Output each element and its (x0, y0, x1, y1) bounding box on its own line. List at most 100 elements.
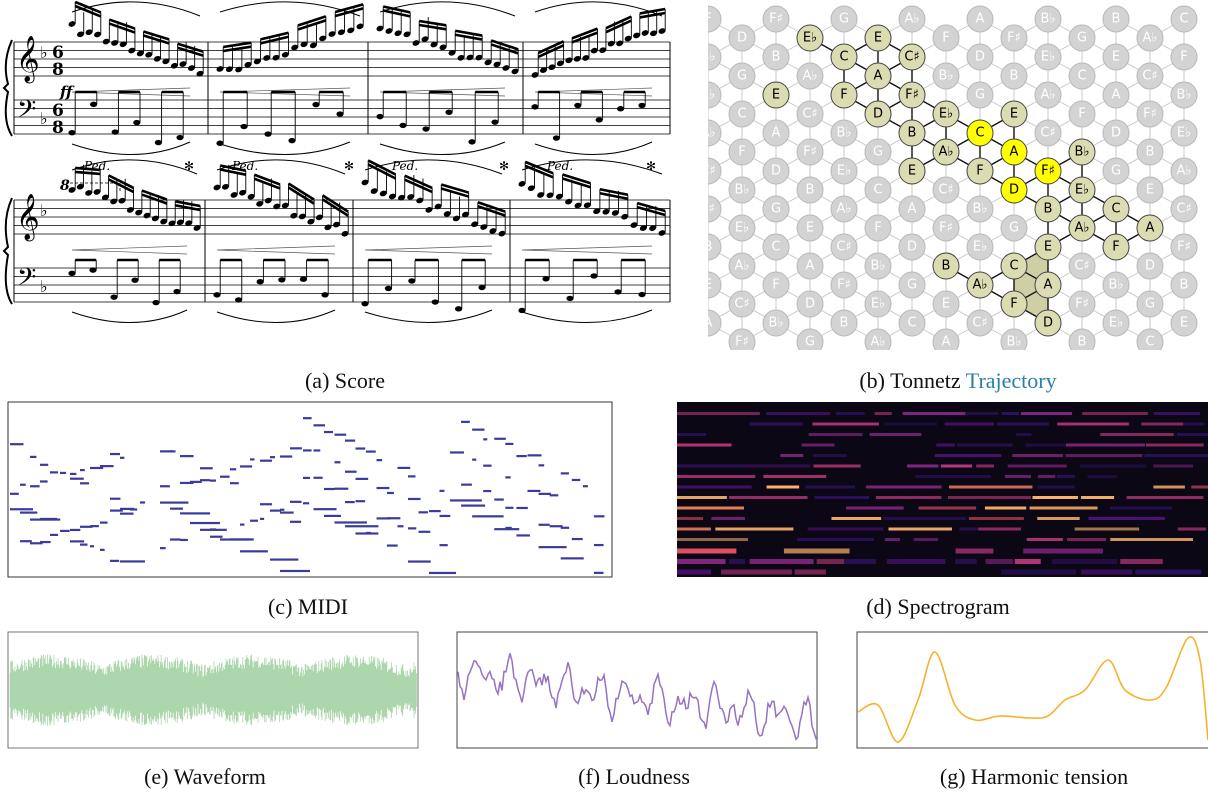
node-label: B (772, 50, 781, 65)
node-label: C (975, 126, 984, 141)
node-label: F (738, 145, 745, 160)
note-head (511, 68, 519, 75)
beam (537, 40, 565, 55)
spectrogram-band (874, 412, 892, 415)
note-head (126, 207, 134, 213)
tonnetz-node (728, 176, 756, 204)
spectrogram-band (749, 422, 803, 426)
beam (321, 198, 349, 217)
note-head (574, 102, 582, 109)
node-label: C♯ (1142, 69, 1157, 84)
note-head (235, 297, 243, 303)
slur (216, 159, 346, 175)
tonnetz-node (1136, 290, 1164, 318)
beam (334, 3, 364, 14)
hairpin (364, 245, 493, 255)
beam (287, 186, 315, 205)
tonnetz-node (966, 5, 994, 33)
note-head (478, 284, 486, 291)
midi-note (429, 510, 441, 513)
tonnetz-node (796, 214, 824, 242)
key-signature: ♭ (40, 43, 48, 62)
beam (524, 160, 554, 175)
midi-note (560, 526, 570, 529)
midi-note (280, 508, 285, 511)
tonnetz-node (1170, 233, 1198, 261)
midi-note (100, 548, 105, 551)
note-head (272, 54, 280, 61)
midi-note (230, 482, 239, 485)
node-label: C (1009, 259, 1018, 274)
spectrogram-band (976, 464, 995, 468)
node-label: B (908, 126, 917, 141)
spectrogram-band (955, 548, 994, 554)
node-label: F (1078, 107, 1085, 122)
spectrogram-band (846, 506, 904, 510)
node-label: E♭ (1109, 316, 1123, 331)
note-head (176, 219, 184, 226)
beam (75, 166, 101, 172)
node-label: A (874, 69, 883, 84)
note-head (430, 41, 438, 48)
beam (639, 11, 666, 19)
midi-note (593, 571, 604, 574)
note-head (443, 211, 451, 217)
midi-note (439, 514, 451, 518)
tonnetz-node (1102, 119, 1130, 147)
note-head (574, 202, 582, 209)
node-label: C♯ (700, 164, 715, 179)
node-label: E♭ (973, 240, 987, 255)
note-head (153, 55, 161, 62)
note-head (89, 267, 97, 273)
tonnetz-node (708, 195, 722, 223)
midi-note (472, 428, 485, 431)
node-label: C♯ (904, 50, 919, 65)
spectrogram-band (813, 464, 861, 468)
note-head (256, 279, 264, 285)
midi-note (60, 471, 67, 475)
tonnetz-node (932, 214, 960, 242)
note-head (565, 57, 573, 64)
spectrogram-band (1026, 538, 1063, 541)
note-head (466, 54, 474, 61)
midi-note (180, 481, 194, 485)
note-head (145, 51, 153, 58)
midi-note (40, 540, 51, 544)
midi-note (110, 509, 123, 512)
spectrogram-band (1032, 496, 1078, 499)
midi-note (483, 464, 492, 467)
tonnetz-node (1034, 233, 1062, 261)
time-signature: 8 (52, 60, 64, 80)
midi-note (355, 447, 366, 450)
note-head (658, 28, 666, 34)
tonnetz-node (1136, 100, 1164, 128)
caption-link[interactable]: Trajectory (966, 368, 1057, 393)
node-label: C (1111, 202, 1120, 217)
note-head (457, 54, 465, 61)
spectrogram-band (1126, 496, 1204, 499)
midi-note (200, 467, 213, 470)
midi-note (270, 509, 282, 512)
spectrogram-band (1100, 433, 1174, 436)
note-head (119, 41, 127, 48)
node-label: B (1146, 145, 1155, 160)
note-head (263, 55, 271, 61)
node-label: A♭ (904, 12, 919, 27)
node-label: A (976, 12, 985, 27)
midi-note (90, 545, 95, 548)
tonnetz-node (796, 100, 824, 128)
slur (521, 309, 653, 323)
tonnetz-node (830, 119, 858, 147)
note-head (633, 32, 641, 39)
spectrogram-band (677, 548, 737, 554)
spectrogram-band (1183, 422, 1205, 426)
node-label: C (1145, 335, 1154, 350)
beam (177, 42, 204, 53)
midi-note (494, 437, 506, 440)
tonnetz-node (1068, 100, 1096, 128)
tonnetz-node (1000, 24, 1028, 52)
node-label: G (805, 335, 815, 350)
spectrogram-band (721, 569, 792, 575)
note-head (111, 40, 119, 46)
note-head (196, 70, 204, 77)
